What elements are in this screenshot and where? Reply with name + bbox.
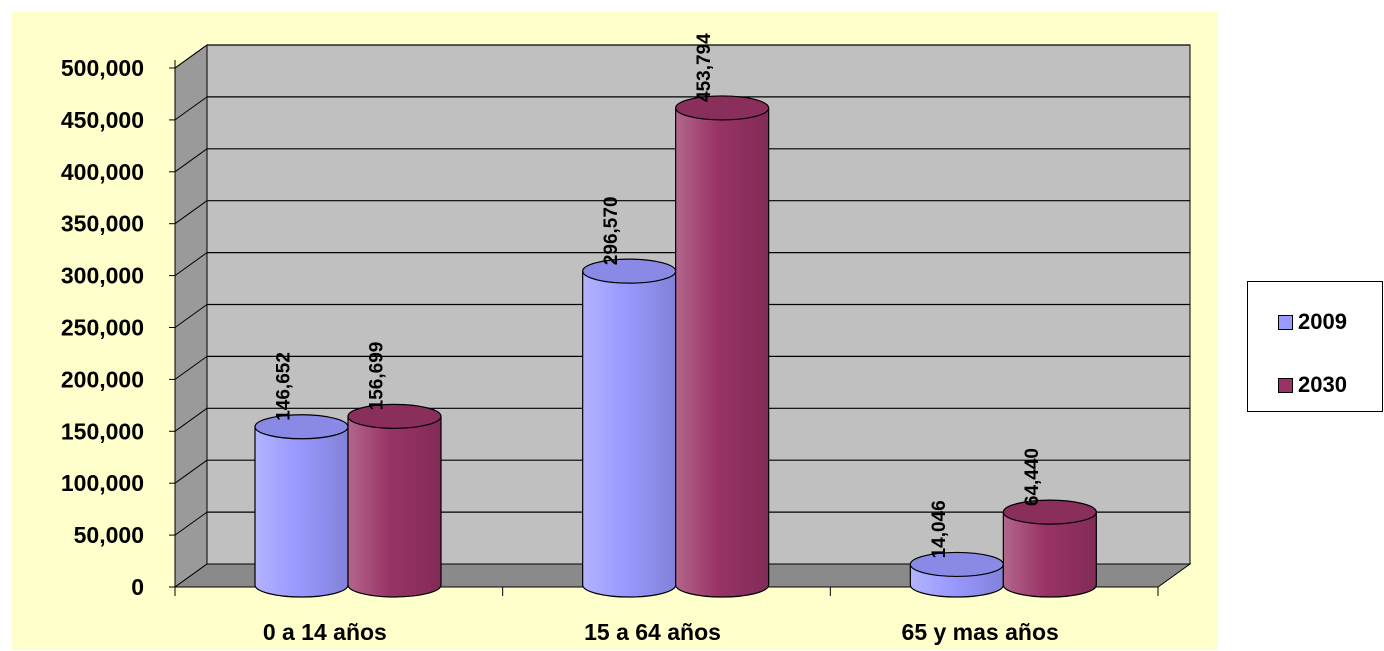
legend: 2009 2030 (1247, 281, 1383, 412)
bar-cylinder (254, 426, 349, 598)
y-tick-label: 200,000 (61, 366, 144, 392)
legend-item-2009: 2009 (1278, 309, 1347, 335)
data-label: 296,570 (601, 196, 622, 265)
bar-top (254, 414, 349, 440)
bar-top (1002, 499, 1097, 525)
gridline-side (174, 44, 208, 69)
bar-top (347, 403, 442, 429)
legend-swatch-2009 (1278, 314, 1293, 330)
data-label: 14,046 (929, 500, 950, 558)
gridline-side (174, 252, 208, 277)
y-tick-label: 100,000 (61, 470, 144, 496)
data-label: 146,652 (274, 352, 295, 421)
y-tick-label: 500,000 (61, 55, 144, 81)
y-tick-label: 0 (131, 574, 144, 600)
x-tick-label: 15 a 64 años (584, 619, 721, 645)
x-tick-label: 65 y mas años (902, 619, 1059, 645)
bar-cylinder (1002, 511, 1097, 598)
gridline-side (174, 200, 208, 225)
gridline-side (174, 304, 208, 328)
data-label: 453,794 (694, 33, 715, 102)
data-label: 156,699 (367, 342, 388, 411)
y-tick-label: 300,000 (61, 263, 144, 289)
bar-top (909, 551, 1004, 578)
bar-top (582, 258, 677, 284)
gridline-side (174, 459, 208, 484)
gridline-side (174, 511, 208, 536)
bar-top (675, 95, 770, 121)
x-tick-label: 0 a 14 años (263, 619, 387, 645)
bar-cylinder (582, 270, 677, 598)
y-tick-label: 450,000 (61, 107, 144, 133)
y-tick-label: 250,000 (61, 315, 144, 341)
legend-label-2009: 2009 (1298, 309, 1347, 334)
gridline-side (174, 407, 208, 432)
legend-swatch-2030 (1278, 377, 1293, 393)
legend-item-2030: 2030 (1278, 372, 1347, 398)
legend-label-2030: 2030 (1298, 372, 1347, 397)
bar-cylinder (347, 415, 442, 598)
gridline-side (174, 148, 208, 173)
gridline-side (174, 96, 208, 121)
gridline-side (174, 355, 208, 380)
bar-cylinder (675, 107, 770, 598)
y-tick-label: 350,000 (61, 211, 144, 237)
y-tick-label: 150,000 (61, 418, 144, 444)
data-label: 64,440 (1022, 448, 1043, 506)
y-tick-label: 400,000 (61, 159, 144, 185)
y-tick-label: 50,000 (74, 522, 144, 548)
